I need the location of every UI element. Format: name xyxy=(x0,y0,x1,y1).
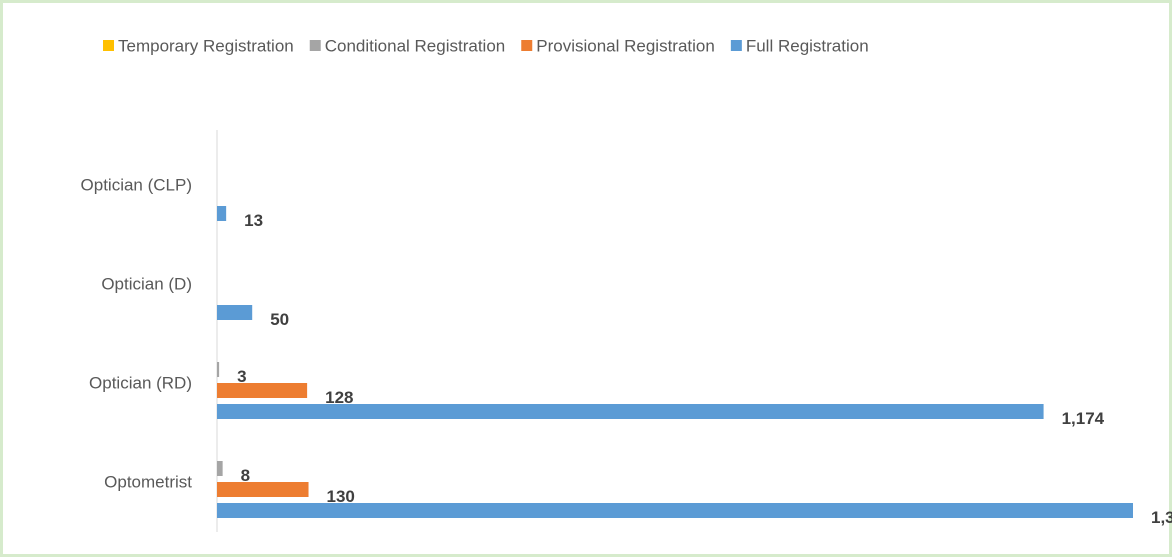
y-tick-label: Optician (RD) xyxy=(89,373,192,392)
y-tick-label: Optometrist xyxy=(104,472,192,491)
legend-swatch xyxy=(730,40,742,51)
legend-label: Temporary Registration xyxy=(118,36,294,55)
bar xyxy=(217,461,223,476)
legend-label: Full Registration xyxy=(746,36,869,55)
data-label: 128 xyxy=(325,388,353,407)
bar xyxy=(217,503,1133,518)
legend-swatch xyxy=(309,40,321,51)
bar xyxy=(217,362,220,377)
bar xyxy=(217,482,309,497)
y-tick-label: Optician (CLP) xyxy=(81,175,192,194)
bar xyxy=(217,404,1044,419)
data-label: 13 xyxy=(244,211,263,230)
bar xyxy=(217,305,253,320)
data-label: 130 xyxy=(327,487,355,506)
legend-swatch xyxy=(103,40,114,51)
legend-label: Provisional Registration xyxy=(536,36,715,55)
data-label: 1,301 xyxy=(1151,508,1172,527)
data-label: 50 xyxy=(270,310,289,329)
data-label: 8 xyxy=(241,466,250,485)
legend-label: Conditional Registration xyxy=(325,36,506,55)
bar xyxy=(217,206,227,221)
legend-swatch xyxy=(521,40,533,51)
y-tick-label: Optician (D) xyxy=(101,274,192,293)
bar xyxy=(217,383,308,398)
data-label: 1,174 xyxy=(1062,409,1105,428)
data-label: 3 xyxy=(237,367,246,386)
